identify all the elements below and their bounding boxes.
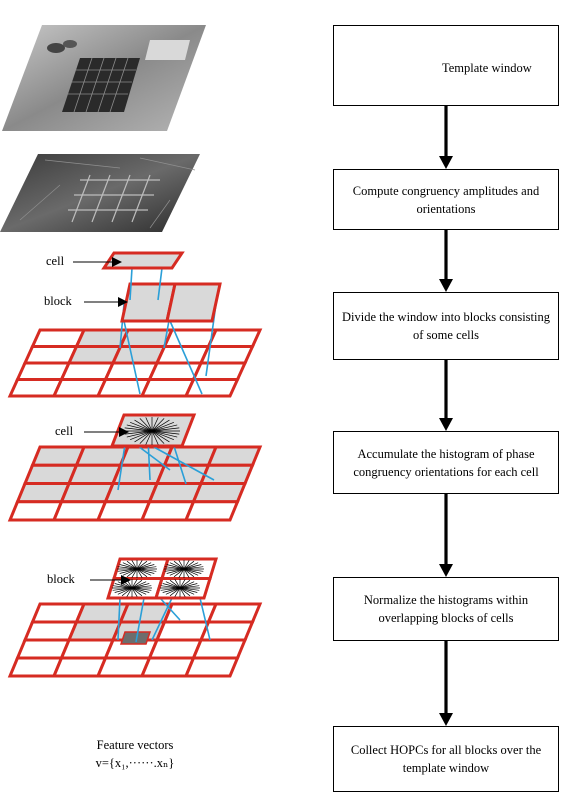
block-histogram-4 <box>160 579 200 597</box>
step-normalize-histograms: Normalize the histograms within overlapp… <box>333 577 559 641</box>
histogram-ray <box>160 585 200 591</box>
cell-grid-a <box>101 251 185 270</box>
connector-line <box>129 267 133 301</box>
grid-cell <box>206 328 263 348</box>
connector-line <box>137 445 171 471</box>
grid-cell <box>183 500 240 522</box>
cell-label-a: cell <box>46 254 65 268</box>
grid-cell <box>191 361 248 381</box>
step-accumulate-histogram-text: Accumulate the histogram of phase congru… <box>353 446 539 479</box>
step-accumulate-histogram: Accumulate the histogram of phase congru… <box>333 431 559 494</box>
large-grid-c <box>7 602 263 678</box>
histogram-ray <box>117 566 157 572</box>
connector-line <box>135 597 145 643</box>
block-histogram-3 <box>112 579 152 597</box>
block-label-b: block <box>47 572 75 586</box>
block-histogram-2 <box>164 560 204 578</box>
step-compute-congruency: Compute congruency amplitudes and orient… <box>333 169 559 230</box>
step-collect-hopcs-text: Collect HOPCs for all blocks over the te… <box>350 743 542 775</box>
grid-cell <box>191 482 248 504</box>
grid-cell <box>206 602 263 624</box>
connector-line <box>151 445 215 481</box>
connector-line <box>123 320 141 395</box>
grid-cell <box>198 463 255 485</box>
grid-panel-block-normalize <box>7 557 263 678</box>
step-normalize-histograms-text: Normalize the histograms within overlapp… <box>363 593 529 625</box>
grid-cell <box>183 656 240 678</box>
histogram-ray <box>112 585 152 591</box>
large-grid-a <box>7 328 263 398</box>
connector-line <box>157 267 163 301</box>
step-collect-hopcs: Collect HOPCs for all blocks over the te… <box>333 726 559 792</box>
grid-cell <box>206 445 263 467</box>
step-compute-congruency-text: Compute congruency amplitudes and orient… <box>352 183 540 216</box>
histogram-ray <box>124 427 180 435</box>
template-window-label: Template window <box>442 61 532 75</box>
connector-line <box>169 320 203 395</box>
grid-cell <box>191 638 248 660</box>
step-divide-window-text: Divide the window into blocks consisting… <box>342 310 550 342</box>
feature-vectors-title: Feature vectors <box>96 738 174 752</box>
highlighted-cell <box>119 631 152 645</box>
histogram-ray <box>164 566 204 572</box>
block-grid-a <box>120 282 222 323</box>
connector-line <box>151 597 173 641</box>
connector-line <box>117 597 121 641</box>
grid-panel-blocks <box>7 251 263 398</box>
feature-vectors-formula: v={x₁,······.xₙ} <box>95 756 175 770</box>
cell-orientation-histogram <box>124 417 180 445</box>
block-histogram-1 <box>117 560 157 578</box>
template-window-box <box>333 25 559 106</box>
grid-panel-cell-histogram <box>7 413 263 522</box>
grid-cell <box>101 251 185 270</box>
connector-line <box>159 597 181 621</box>
connector-line <box>199 597 211 641</box>
cell-label-b: cell <box>55 424 74 438</box>
grid-cell <box>165 282 222 323</box>
phase-image <box>0 154 200 232</box>
optical-image <box>2 25 206 131</box>
large-grid-b <box>7 445 263 522</box>
block-label-a: block <box>44 294 72 308</box>
step-divide-window: Divide the window into blocks consisting… <box>333 292 559 360</box>
grid-cell <box>183 378 240 398</box>
